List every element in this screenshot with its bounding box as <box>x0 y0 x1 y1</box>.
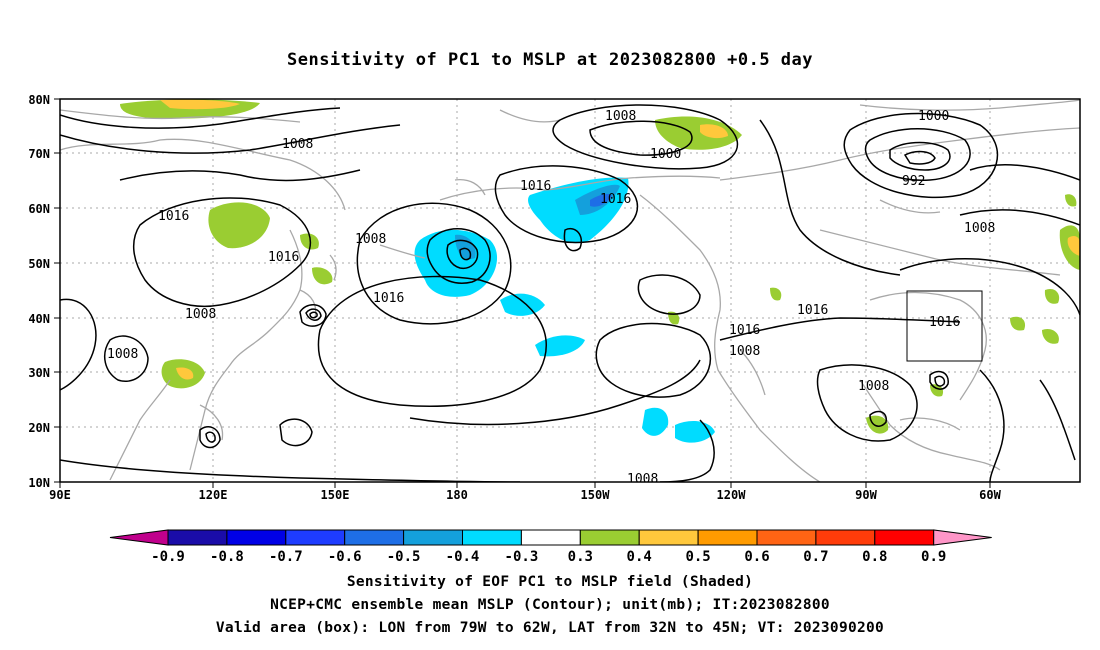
colorbar-bin <box>226 529 287 546</box>
lat-label: 10N <box>28 476 50 490</box>
shade-canada <box>770 287 782 301</box>
shade-siberia-2 <box>300 233 319 250</box>
shade-pacific-mid <box>500 293 545 316</box>
colorbar-label: 0.9 <box>921 549 946 565</box>
lat-label: 40N <box>28 312 50 326</box>
shade-atlantic-4 <box>1042 328 1059 344</box>
colorbar-label: 0.4 <box>627 549 652 565</box>
shade-siberia-3 <box>312 267 333 285</box>
contour-labels: 1008 1008 1000 1000 992 1016 1016 1016 1… <box>107 109 995 487</box>
caption-line-3: Valid area (box): LON from 79W to 62W, L… <box>215 620 885 636</box>
contour-label: 1008 <box>185 307 216 322</box>
latitude-labels: 80N 70N 60N 50N 40N 30N 20N 10N <box>28 93 50 490</box>
shade-arctic-positive-core <box>700 124 728 139</box>
contour-label: 1016 <box>729 323 760 338</box>
lat-label: 50N <box>28 257 50 271</box>
colorbar-label: -0.5 <box>387 549 421 565</box>
shade-baja <box>642 407 669 436</box>
colorbar-bin <box>462 529 522 546</box>
contour-label: 1016 <box>373 291 404 306</box>
colorbar-bin <box>167 529 228 546</box>
mslp-contours <box>60 104 1080 482</box>
lon-label: 150W <box>581 488 611 502</box>
shade-top-left-orange <box>160 99 240 110</box>
contour-label: 1016 <box>797 303 828 318</box>
colorbar-bin <box>344 529 405 546</box>
colorbar-bin <box>874 529 935 546</box>
colorbar-bin <box>638 529 699 546</box>
lat-label: 70N <box>28 147 50 161</box>
contour-label: 1016 <box>600 192 631 207</box>
colorbar-label: 0.5 <box>685 549 710 565</box>
shade-atlantic-1-core <box>1067 236 1080 256</box>
colorbar-label: -0.4 <box>446 549 480 565</box>
contour-label: 1016 <box>158 209 189 224</box>
lat-label: 60N <box>28 202 50 216</box>
shade-pacific-nw <box>668 311 680 325</box>
contour-label: 1016 <box>268 250 299 265</box>
axis-ticks <box>54 98 991 488</box>
contour-label: 1008 <box>282 137 313 152</box>
contour-label: 1008 <box>107 347 138 362</box>
lat-label: 30N <box>28 366 50 380</box>
shade-gulf-mexico <box>866 415 889 434</box>
contour-label: 1008 <box>355 232 386 247</box>
contour-label: 1016 <box>929 315 960 330</box>
colorbar-bin <box>756 529 817 546</box>
colorbar-label: -0.8 <box>210 549 244 565</box>
contour-label: 992 <box>902 174 925 189</box>
shade-siberia <box>208 202 270 249</box>
shade-atlantic-3 <box>1010 316 1026 331</box>
colorbar-bin <box>403 529 464 546</box>
colorbar-label: 0.8 <box>862 549 887 565</box>
longitude-labels: 90E 120E 150E 180 150W 120W 90W 60W <box>49 488 1001 502</box>
contour-label: 1008 <box>627 472 658 487</box>
colorbar-bin <box>579 529 640 546</box>
colorbar-below-arrow <box>109 529 169 546</box>
lon-label: 60W <box>979 488 1001 502</box>
colorbar-above-arrow <box>933 529 992 546</box>
colorbar-label: 0.6 <box>744 549 769 565</box>
lon-label: 120W <box>717 488 747 502</box>
shade-pacific-sub <box>535 335 585 357</box>
colorbar-label: -0.9 <box>151 549 185 565</box>
lon-label: 180 <box>446 488 468 502</box>
lon-label: 90E <box>49 488 71 502</box>
colorbar-label: 0.7 <box>803 549 828 565</box>
colorbar-bin <box>520 529 581 546</box>
contour-label: 1008 <box>605 109 636 124</box>
contour-label: 1008 <box>964 221 995 236</box>
lat-label: 80N <box>28 93 50 107</box>
caption-line-2: NCEP+CMC ensemble mean MSLP (Contour); u… <box>270 597 830 613</box>
valid-area-box <box>906 290 983 362</box>
shade-south-china-core <box>176 367 194 380</box>
coastlines <box>60 99 1080 482</box>
caption-line-1: Sensitivity of EOF PC1 to MSLP field (Sh… <box>346 574 754 590</box>
colorbar-label: -0.7 <box>269 549 303 565</box>
colorbar-label: 0.3 <box>568 549 593 565</box>
shade-atlantic-2 <box>1044 288 1060 304</box>
lon-label: 90W <box>855 488 877 502</box>
lat-label: 20N <box>28 421 50 435</box>
colorbar-bin <box>285 529 346 546</box>
shade-alaska-gulf-deep <box>590 193 612 207</box>
contour-label: 1008 <box>858 379 889 394</box>
colorbar-bin <box>815 529 876 546</box>
lon-label: 120E <box>199 488 228 502</box>
contour-label: 1000 <box>918 109 949 124</box>
colorbar-label: -0.3 <box>505 549 539 565</box>
chart-title: Sensitivity of PC1 to MSLP at 2023082800… <box>286 50 813 70</box>
shade-labrador <box>1065 194 1077 207</box>
colorbar: -0.9 -0.8 -0.7 -0.6 -0.5 -0.4 -0.3 0.3 0.4 0.5 0.6… <box>109 529 992 565</box>
lon-label: 150E <box>321 488 350 502</box>
colorbar-label: -0.6 <box>328 549 362 565</box>
map-border <box>59 98 1081 483</box>
contour-label: 1000 <box>650 147 681 162</box>
colorbar-bin <box>697 529 758 546</box>
shade-arctic-positive <box>655 116 742 150</box>
contour-label: 1016 <box>520 179 551 194</box>
contour-label: 1008 <box>729 344 760 359</box>
